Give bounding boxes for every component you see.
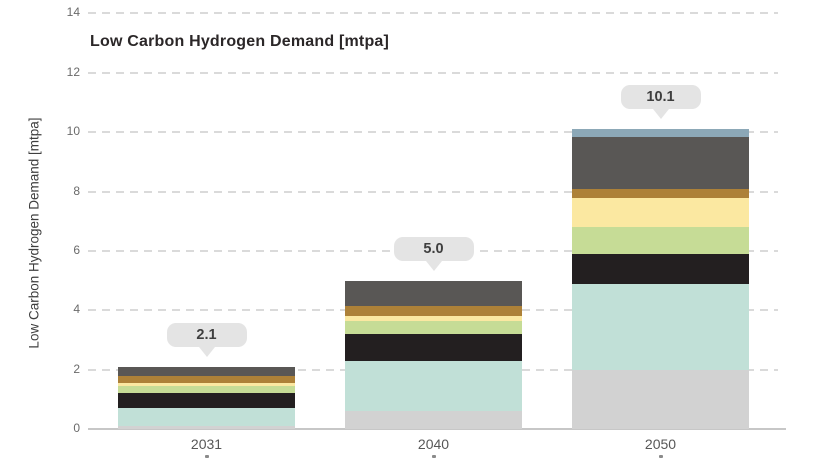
segment-light-gray [118,426,295,429]
gridline-y12 [88,71,778,74]
x-tick-label: 2040 [417,436,450,452]
segment-pale-yellow [572,197,749,228]
y-tick-label: 0 [73,421,80,435]
gridline-y14 [88,12,778,15]
y-tick-label: 6 [73,242,80,257]
segment-mint [118,408,295,427]
chart-title: Low Carbon Hydrogen Demand [mtpa] [90,33,390,50]
cutoff-mark [658,455,663,458]
gridline-y8 [88,190,778,193]
bar-2050 [572,129,749,429]
segment-light-gray [572,369,749,429]
bar-2031 [118,366,295,429]
y-axis-label: Low Carbon Hydrogen Demand [mtpa] [26,117,42,349]
cutoff-mark [431,455,436,458]
segment-light-gray [345,411,522,429]
x-axis-line [88,428,786,430]
segment-dark-gray [118,366,295,376]
x-tick-label: 2050 [644,436,677,452]
segment-dark-gray [345,280,522,306]
segment-ochre [572,188,749,198]
segment-pale-yellow [118,383,295,386]
y-tick-label: 8 [73,183,80,198]
segment-ochre [118,375,295,384]
segment-light-green [118,386,295,394]
y-tick-label: 2 [73,361,80,376]
segment-mint [345,360,522,412]
segment-black [345,334,522,361]
y-tick-label: 14 [66,5,80,20]
gridline-y10 [88,131,778,134]
value-callout: 2.1 [166,322,247,347]
segment-dark-gray [572,136,749,189]
y-tick-label: 4 [73,302,80,317]
segment-ochre [345,305,522,317]
cutoff-mark [204,455,209,458]
segment-light-green [345,320,522,335]
segment-black [118,393,295,409]
segment-pale-yellow [345,316,522,321]
y-tick-label: 12 [66,64,80,79]
x-tick-label: 2031 [190,436,223,452]
segment-mint [572,283,749,370]
value-callout: 5.0 [393,236,474,261]
bar-2040 [345,280,522,429]
segment-light-green [572,227,749,254]
value-callout: 10.1 [620,85,701,110]
y-tick-label: 10 [66,124,80,139]
segment-steel-blue [572,129,749,137]
segment-black [572,253,749,284]
